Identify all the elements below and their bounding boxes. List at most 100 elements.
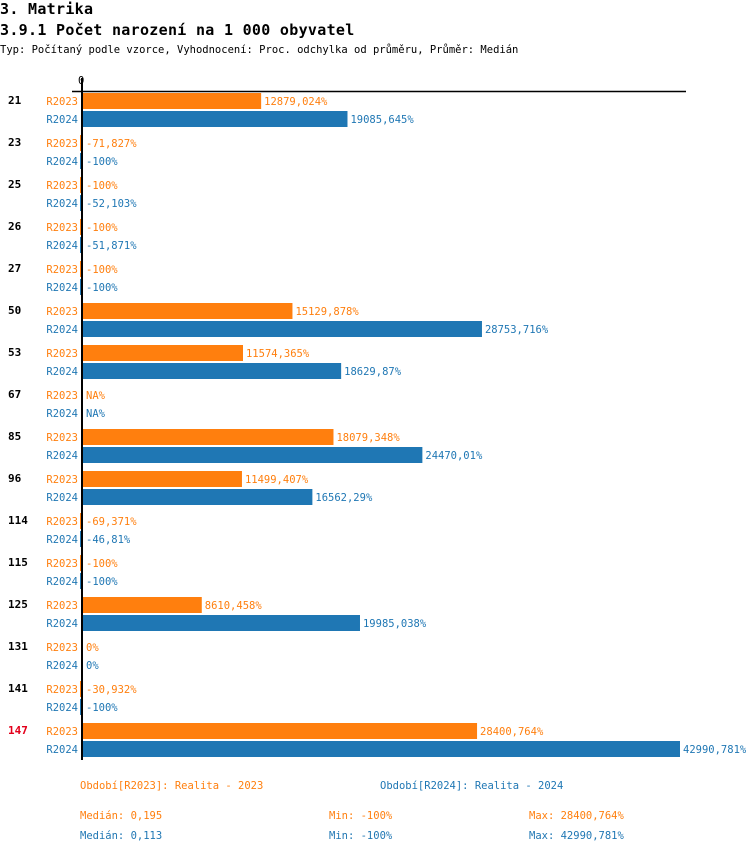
series-label: R2024 (46, 366, 78, 378)
series-label: R2023 (46, 642, 78, 654)
legend-period-r2023: Období[R2023]: Realita - 2023 (80, 780, 264, 792)
data-label: -71,827% (86, 138, 137, 150)
series-label: R2024 (46, 156, 78, 168)
series-label: R2023 (46, 390, 78, 402)
bar (80, 135, 82, 151)
series-label: R2023 (46, 558, 78, 570)
series-label: R2024 (46, 534, 78, 546)
series-label: R2023 (46, 516, 78, 528)
category-label: 141 (8, 682, 28, 695)
data-label: -51,871% (86, 240, 137, 252)
series-label: R2023 (46, 96, 78, 108)
bar (80, 237, 82, 253)
series-label: R2023 (46, 306, 78, 318)
data-label: 15129,878% (295, 306, 359, 318)
series-label: R2023 (46, 264, 78, 276)
bar (80, 279, 82, 295)
series-label: R2023 (46, 474, 78, 486)
data-label: -69,371% (86, 516, 137, 528)
bar (82, 597, 202, 613)
category-label: 96 (8, 472, 22, 485)
bar (82, 345, 243, 361)
bar (80, 513, 82, 529)
stat-min-r2024: Min: -100% (329, 830, 393, 842)
data-label: -100% (86, 156, 118, 168)
series-label: R2023 (46, 684, 78, 696)
data-label: -100% (86, 282, 118, 294)
series-label: R2024 (46, 114, 78, 126)
section-heading: 3. Matrika (0, 0, 94, 18)
stat-median-r2023: Medián: 0,195 (80, 810, 163, 822)
series-label: R2024 (46, 324, 78, 336)
data-label: 28400,764% (480, 726, 544, 738)
series-label: R2023 (46, 432, 78, 444)
data-label: -52,103% (86, 198, 137, 210)
data-label: -100% (86, 222, 118, 234)
category-label: 114 (8, 514, 28, 527)
series-label: R2023 (46, 726, 78, 738)
data-label: -100% (86, 558, 118, 570)
series-label: R2023 (46, 348, 78, 360)
category-label: 27 (8, 262, 21, 275)
bar (82, 471, 242, 487)
bar (82, 447, 423, 463)
series-label: R2024 (46, 198, 78, 210)
data-label: -100% (86, 180, 118, 192)
stat-max-r2023: Max: 28400,764% (529, 810, 624, 822)
series-label: R2024 (46, 576, 78, 588)
bar (80, 219, 82, 235)
data-label: 18079,348% (336, 432, 400, 444)
data-label: 11499,407% (245, 474, 309, 486)
data-label: 19985,038% (363, 618, 427, 630)
bar (80, 531, 82, 547)
data-label: 0% (86, 642, 99, 654)
data-label: 8610,458% (205, 600, 263, 612)
category-label: 85 (8, 430, 21, 443)
chart-title: 3.9.1 Počet narození na 1 000 obyvatel (0, 21, 355, 39)
bar-chart: 021R202312879,024%R202419085,645%23R2023… (8, 75, 747, 760)
bar (82, 111, 348, 127)
data-label: 24470,01% (425, 450, 483, 462)
bar (82, 321, 482, 337)
data-label: 16562,29% (315, 492, 373, 504)
stat-median-r2024: Medián: 0,113 (80, 830, 163, 842)
bar (82, 615, 360, 631)
bar (82, 489, 313, 505)
category-label: 147 (8, 724, 28, 737)
data-label: 18629,87% (344, 366, 402, 378)
series-label: R2024 (46, 492, 78, 504)
bar (80, 681, 82, 697)
bar (82, 741, 680, 757)
category-label: 23 (8, 136, 21, 149)
bar (80, 195, 82, 211)
category-label: 67 (8, 388, 21, 401)
data-label: 28753,716% (485, 324, 549, 336)
series-label: R2024 (46, 450, 78, 462)
series-label: R2023 (46, 180, 78, 192)
series-label: R2024 (46, 702, 78, 714)
category-label: 131 (8, 640, 28, 653)
series-label: R2024 (46, 744, 78, 756)
bar (80, 261, 82, 277)
category-label: 125 (8, 598, 28, 611)
series-label: R2023 (46, 600, 78, 612)
bar (82, 93, 262, 109)
category-label: 115 (8, 556, 28, 569)
bar (80, 153, 82, 169)
data-label: NA% (86, 390, 106, 402)
data-label: NA% (86, 408, 106, 420)
category-label: 53 (8, 346, 21, 359)
data-label: 11574,365% (246, 348, 310, 360)
stat-min-r2023: Min: -100% (329, 810, 393, 822)
data-label: 12879,024% (264, 96, 328, 108)
bar (82, 363, 342, 379)
legend-period-r2024: Období[R2024]: Realita - 2024 (380, 780, 564, 792)
series-label: R2024 (46, 408, 78, 420)
bar (82, 429, 334, 445)
data-label: -46,81% (86, 534, 131, 546)
bar (80, 699, 82, 715)
series-label: R2024 (46, 282, 78, 294)
series-label: R2024 (46, 660, 78, 672)
category-label: 50 (8, 304, 21, 317)
data-label: 0% (86, 660, 99, 672)
